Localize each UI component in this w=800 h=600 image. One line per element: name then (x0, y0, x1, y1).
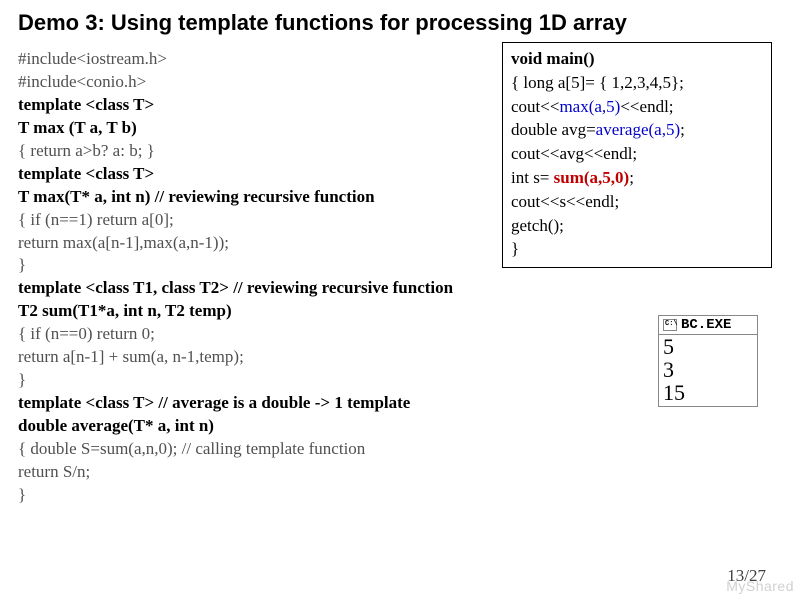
code-line: template <class T> (18, 163, 488, 186)
output-line: 3 (663, 358, 753, 381)
code-line: int s= sum(a,5,0); (511, 166, 763, 190)
code-line: T2 sum(T1*a, int n, T2 temp) (18, 300, 488, 323)
code-line: T max (T a, T b) (18, 117, 488, 140)
code-line: { return a>b? a: b; } (18, 140, 488, 163)
code-line: template <class T1, class T2> // reviewi… (18, 277, 488, 300)
code-line: cout<<max(a,5)<<endl; (511, 95, 763, 119)
code-line: getch(); (511, 214, 763, 238)
output-line: 15 (663, 381, 753, 404)
code-line: { if (n==1) return a[0]; (18, 209, 488, 232)
code-line: #include<iostream.h> (18, 48, 488, 71)
code-line: { long a[5]= { 1,2,3,4,5}; (511, 71, 763, 95)
code-block-left: #include<iostream.h> #include<conio.h> t… (18, 48, 488, 507)
code-line: } (511, 237, 763, 261)
code-line: } (18, 369, 488, 392)
console-titlebar: BC.EXE (658, 315, 758, 335)
code-line: template <class T> (18, 94, 488, 117)
code-line: template <class T> // average is a doubl… (18, 392, 488, 415)
console-output-body: 5 3 15 (658, 335, 758, 407)
console-title-text: BC.EXE (681, 317, 731, 333)
code-line: double avg=average(a,5); (511, 118, 763, 142)
output-line: 5 (663, 335, 753, 358)
code-line: return a[n-1] + sum(a, n-1,temp); (18, 346, 488, 369)
code-line: cout<<s<<endl; (511, 190, 763, 214)
code-line: T max(T* a, int n) // reviewing recursiv… (18, 186, 488, 209)
watermark: MyShared (726, 578, 794, 594)
code-block-right: void main() { long a[5]= { 1,2,3,4,5}; c… (502, 42, 772, 268)
code-line: } (18, 254, 488, 277)
code-line: double average(T* a, int n) (18, 415, 488, 438)
code-line: cout<<avg<<endl; (511, 142, 763, 166)
command-prompt-icon (663, 319, 677, 331)
code-line: return max(a[n-1],max(a,n-1)); (18, 232, 488, 255)
code-line: void main() (511, 47, 763, 71)
console-output-window: BC.EXE 5 3 15 (658, 315, 758, 407)
slide-title: Demo 3: Using template functions for pro… (0, 0, 800, 44)
code-line: } (18, 484, 488, 507)
code-line: return S/n; (18, 461, 488, 484)
code-line: { double S=sum(a,n,0); // calling templa… (18, 438, 488, 461)
code-line: { if (n==0) return 0; (18, 323, 488, 346)
code-line: #include<conio.h> (18, 71, 488, 94)
